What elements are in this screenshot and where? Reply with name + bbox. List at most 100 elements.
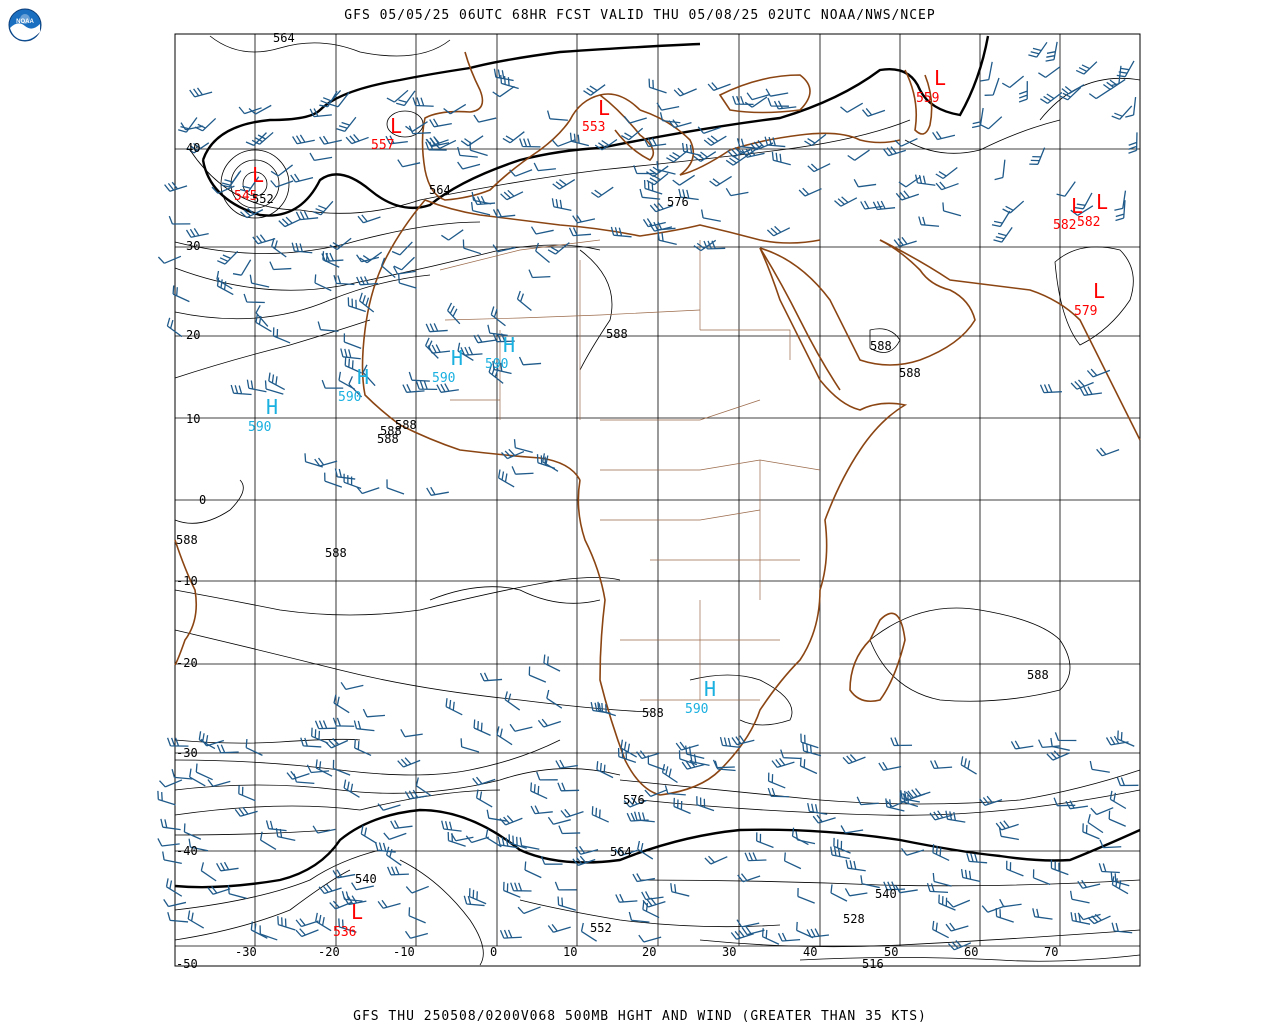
lat-label: -20	[176, 656, 198, 670]
wind-barb	[648, 78, 667, 94]
wind-barb	[991, 210, 1011, 228]
wind-barb	[840, 825, 864, 834]
wind-barb	[535, 242, 550, 263]
wind-barb	[429, 118, 452, 128]
wind-barb	[528, 666, 547, 683]
wind-barb	[309, 108, 332, 118]
wind-barb	[1099, 839, 1122, 849]
wind-barb	[767, 772, 786, 789]
wind-barb	[318, 883, 342, 895]
wind-barb	[807, 163, 831, 173]
wind-barb	[596, 761, 614, 779]
wind-barb	[999, 898, 1022, 908]
wind-barb	[519, 837, 540, 850]
wind-barb	[542, 453, 559, 472]
wind-barb	[436, 383, 459, 393]
wind-barb	[216, 861, 239, 872]
wind-barb	[360, 825, 377, 844]
low-center-letter: L	[252, 163, 264, 187]
high-center-value: 590	[685, 702, 708, 717]
wind-barb	[200, 862, 217, 882]
pressure-centers: L 545 L 557 L 553 L 559 L 582 L 582 L 57…	[234, 66, 1108, 940]
wind-barb	[700, 209, 721, 222]
wind-barb	[971, 107, 984, 129]
wind-barb	[333, 275, 355, 286]
wind-barb	[623, 115, 647, 124]
wind-barb	[271, 238, 287, 258]
wind-barb	[509, 169, 533, 177]
wind-barb	[642, 897, 666, 908]
wind-barb	[447, 831, 466, 847]
wind-barb	[425, 323, 448, 333]
wind-barb	[362, 708, 386, 718]
wind-barb	[744, 852, 767, 862]
lat-label: 0	[199, 493, 206, 507]
wind-barb	[885, 798, 910, 808]
wind-barb	[1038, 66, 1061, 78]
wind-barb	[490, 306, 506, 327]
wind-barb	[493, 68, 514, 82]
wind-barb	[833, 837, 851, 854]
wind-barb	[216, 744, 239, 754]
wind-barb	[510, 882, 532, 892]
height-contours	[174, 35, 1141, 966]
wind-barb	[914, 174, 936, 186]
contour-label: 588	[606, 327, 628, 341]
wind-barb	[251, 131, 274, 145]
wind-barb	[487, 324, 508, 337]
wind-barb	[238, 106, 262, 115]
wind-barb	[731, 735, 755, 746]
map-footer-title: GFS THU 250508/0200V068 500MB HGHT AND W…	[353, 1009, 927, 1024]
bold-contours	[174, 35, 1141, 889]
wind-barb	[508, 834, 527, 850]
wind-barb	[380, 257, 396, 278]
wind-barb	[292, 134, 315, 145]
lon-label: -20	[318, 945, 340, 959]
wind-barb	[340, 348, 361, 360]
wind-barb	[725, 154, 749, 166]
wind-barb	[1110, 65, 1122, 87]
wind-barb	[469, 141, 488, 157]
wind-barb	[499, 929, 522, 939]
low-center-letter: L	[390, 114, 402, 138]
wind-barb	[1077, 879, 1101, 889]
wind-barb	[1096, 447, 1120, 457]
wind-barb	[1089, 760, 1110, 773]
wind-barb	[340, 681, 364, 691]
wind-barb	[374, 842, 396, 853]
wind-barb	[332, 759, 351, 776]
wind-barb	[324, 472, 343, 488]
wind-barb	[356, 486, 380, 495]
wind-barb	[492, 208, 516, 218]
lon-label: 40	[803, 945, 817, 959]
wind-barb	[497, 836, 518, 849]
wind-barb	[882, 146, 906, 157]
wind-barb	[646, 172, 669, 186]
lat-labels: 40 30 20 10 0 -10 -20 -30 -40 -50	[176, 141, 206, 971]
wind-barb	[673, 797, 691, 815]
wind-barb	[457, 342, 474, 362]
wind-barb	[315, 912, 332, 932]
lat-label: 40	[186, 141, 200, 155]
contour-label: 540	[875, 887, 897, 901]
wind-barb	[945, 922, 969, 932]
contour-label: 588	[380, 424, 402, 438]
wind-barb	[264, 380, 284, 395]
wind-barb	[408, 907, 426, 924]
wind-barb	[1045, 41, 1058, 62]
wind-barb	[347, 297, 366, 313]
wind-barb	[462, 239, 482, 255]
wind-barb	[398, 274, 417, 289]
wind-barb	[317, 321, 339, 332]
wind-barb	[441, 820, 462, 832]
wind-barb	[797, 887, 815, 904]
contour-label: 564	[429, 183, 451, 197]
wind-barb	[441, 229, 464, 241]
contour-label: 564	[610, 845, 632, 859]
wind-barb	[657, 231, 677, 246]
lat-label: 20	[186, 328, 200, 342]
wind-barb	[551, 198, 572, 211]
wind-barb	[259, 925, 278, 941]
wind-barb	[966, 853, 988, 864]
wind-barb	[270, 180, 294, 188]
